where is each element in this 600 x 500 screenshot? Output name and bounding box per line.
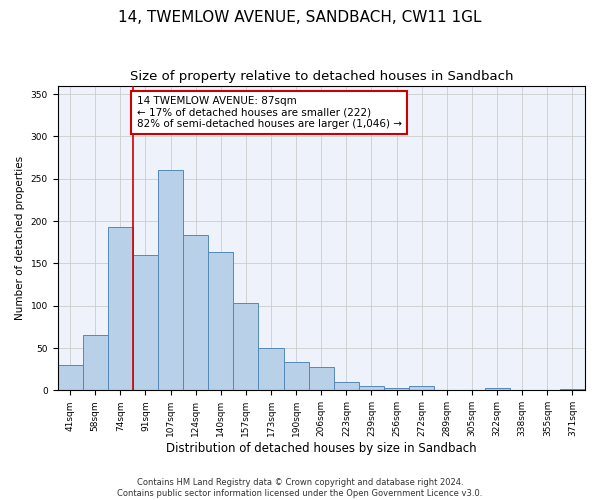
Bar [233,303,259,390]
Bar [384,388,409,390]
Bar [108,227,133,390]
Bar [359,386,384,390]
Y-axis label: Number of detached properties: Number of detached properties [15,156,25,320]
X-axis label: Distribution of detached houses by size in Sandbach: Distribution of detached houses by size … [166,442,476,455]
Text: 14 TWEMLOW AVENUE: 87sqm
← 17% of detached houses are smaller (222)
82% of semi-: 14 TWEMLOW AVENUE: 87sqm ← 17% of detach… [137,96,401,129]
Bar [133,255,158,390]
Bar [208,252,233,390]
Bar [485,388,509,390]
Bar [58,365,83,390]
Bar [183,236,208,390]
Bar [334,382,359,390]
Bar [409,386,434,390]
Bar [83,336,108,390]
Bar [259,348,284,391]
Text: Contains HM Land Registry data © Crown copyright and database right 2024.
Contai: Contains HM Land Registry data © Crown c… [118,478,482,498]
Bar [284,362,309,390]
Text: 14, TWEMLOW AVENUE, SANDBACH, CW11 1GL: 14, TWEMLOW AVENUE, SANDBACH, CW11 1GL [118,10,482,25]
Bar [158,170,183,390]
Bar [309,366,334,390]
Bar [560,388,585,390]
Title: Size of property relative to detached houses in Sandbach: Size of property relative to detached ho… [130,70,513,83]
